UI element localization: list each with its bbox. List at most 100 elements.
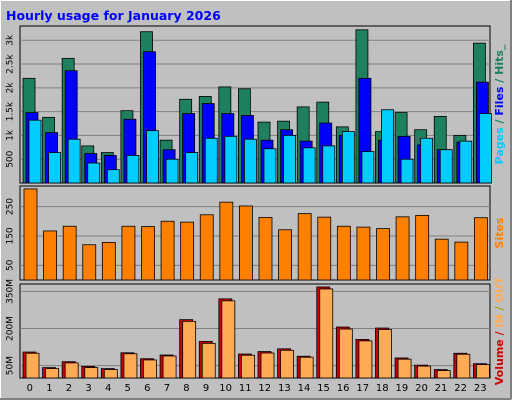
x-tick-label: 7 — [164, 383, 170, 394]
bar-pages-13 — [283, 135, 296, 184]
bar-pages-6 — [146, 130, 159, 184]
bar-volume-20 — [417, 365, 432, 379]
bar-sites-9 — [199, 214, 214, 281]
plot-area-volume — [19, 283, 491, 379]
bar-volume-0 — [25, 352, 40, 379]
x-tick-label: 17 — [356, 383, 369, 394]
x-tick-label: 5 — [125, 383, 131, 394]
legend-entry: IN — [493, 314, 506, 327]
bar-volume-3 — [84, 367, 99, 379]
bar-pages-12 — [263, 148, 277, 184]
bar-pages-21 — [439, 149, 453, 184]
bar-sites-16 — [336, 225, 351, 281]
y-tick-label: 250 — [6, 198, 16, 215]
bar-sites-8 — [180, 221, 195, 281]
bar-sites-1 — [43, 230, 57, 281]
y-tick-label: 200M — [6, 316, 16, 341]
bar-volume-9 — [201, 342, 216, 379]
bar-volume-14 — [299, 356, 314, 379]
x-tick-label: 0 — [27, 383, 33, 394]
bar-pages-10 — [224, 135, 238, 184]
bar-volume-15 — [319, 288, 334, 379]
bar-volume-21 — [436, 370, 451, 379]
bar-sites-11 — [239, 205, 253, 281]
legend-requests: Pages / Files / Hits_ — [493, 44, 506, 164]
bar-pages-20 — [420, 137, 434, 184]
bar-volume-10 — [221, 300, 236, 379]
bar-sites-7 — [160, 220, 175, 281]
legend-entry: Hits_ — [493, 44, 506, 75]
panel-sites: 50 150 250 — [6, 185, 491, 281]
x-tick-label: 23 — [474, 383, 487, 394]
y-tick-label: 150 — [6, 227, 16, 244]
bar-sites-21 — [434, 238, 449, 281]
bar-sites-2 — [62, 225, 77, 281]
bar-volume-19 — [397, 358, 412, 379]
legend-entry: Pages — [493, 127, 506, 165]
bar-volume-16 — [338, 328, 353, 379]
chart-title: Hourly usage for January 2026 — [6, 8, 221, 23]
x-tick-label: 16 — [337, 383, 350, 394]
x-tick-label: 9 — [203, 383, 209, 394]
bar-pages-17 — [361, 151, 375, 184]
bar-pages-3 — [87, 162, 101, 184]
bar-pages-2 — [67, 138, 81, 184]
bar-sites-19 — [395, 216, 410, 281]
bar-pages-0 — [28, 119, 42, 184]
bar-pages-18 — [381, 109, 394, 184]
y-tick-label: 50 — [6, 259, 16, 271]
legend-entry: Sites — [493, 217, 506, 248]
bar-pages-16 — [341, 131, 355, 184]
bar-volume-6 — [143, 359, 157, 379]
bar-volume-2 — [64, 362, 79, 379]
legend-entry: / — [493, 303, 506, 315]
x-tick-label: 21 — [435, 383, 448, 394]
bar-pages-1 — [48, 152, 61, 184]
x-tick-label: 13 — [278, 383, 291, 394]
bar-sites-12 — [258, 217, 273, 281]
bar-pages-7 — [165, 158, 179, 184]
bar-volume-7 — [162, 355, 177, 379]
legend-sites: Sites — [493, 217, 506, 248]
x-tick-label: 15 — [317, 383, 330, 394]
bar-sites-4 — [101, 241, 116, 281]
y-tick-label: 3k — [6, 34, 16, 46]
panel-requests: 500 1k 1.5k 2k 2.5k 3k — [6, 25, 492, 184]
x-tick-label: 18 — [376, 383, 389, 394]
legend-volume: Volume / IN / OUT — [493, 276, 506, 385]
y-tick-label: 2.5k — [6, 54, 16, 74]
legend-entry: / — [493, 116, 506, 128]
x-tick-label: 2 — [66, 383, 72, 394]
x-tick-label: 11 — [239, 383, 252, 394]
x-tick-label: 19 — [396, 383, 409, 394]
bar-pages-15 — [322, 145, 336, 184]
legend-entry: / — [493, 75, 506, 87]
bar-volume-8 — [182, 320, 197, 379]
bar-sites-3 — [82, 244, 97, 281]
bar-volume-13 — [280, 349, 294, 379]
bar-sites-15 — [317, 216, 332, 281]
bar-volume-1 — [45, 368, 59, 379]
x-tick-label: 22 — [454, 383, 467, 394]
bar-sites-17 — [356, 226, 371, 281]
bar-sites-23 — [474, 217, 488, 281]
bar-pages-23 — [479, 113, 492, 184]
y-tick-label: 350M — [6, 279, 16, 304]
y-tick-label: 1.5k — [6, 101, 16, 121]
bar-volume-17 — [358, 340, 373, 379]
y-tick-label: 500 — [6, 150, 16, 167]
x-tick-label: 6 — [144, 383, 150, 394]
bar-sites-10 — [219, 201, 234, 281]
bar-pages-4 — [106, 169, 120, 184]
x-tick-label: 14 — [298, 383, 311, 394]
bar-sites-22 — [454, 241, 469, 281]
bar-pages-19 — [400, 158, 414, 184]
bar-sites-14 — [297, 213, 312, 281]
y-tick-label: 2k — [6, 82, 16, 94]
bar-pages-14 — [302, 147, 316, 184]
bar-volume-22 — [456, 353, 471, 379]
bar-pages-5 — [126, 155, 140, 184]
bar-volume-11 — [241, 354, 255, 379]
plot-area-sites — [19, 185, 491, 281]
y-tick-label: 1k — [6, 129, 16, 141]
